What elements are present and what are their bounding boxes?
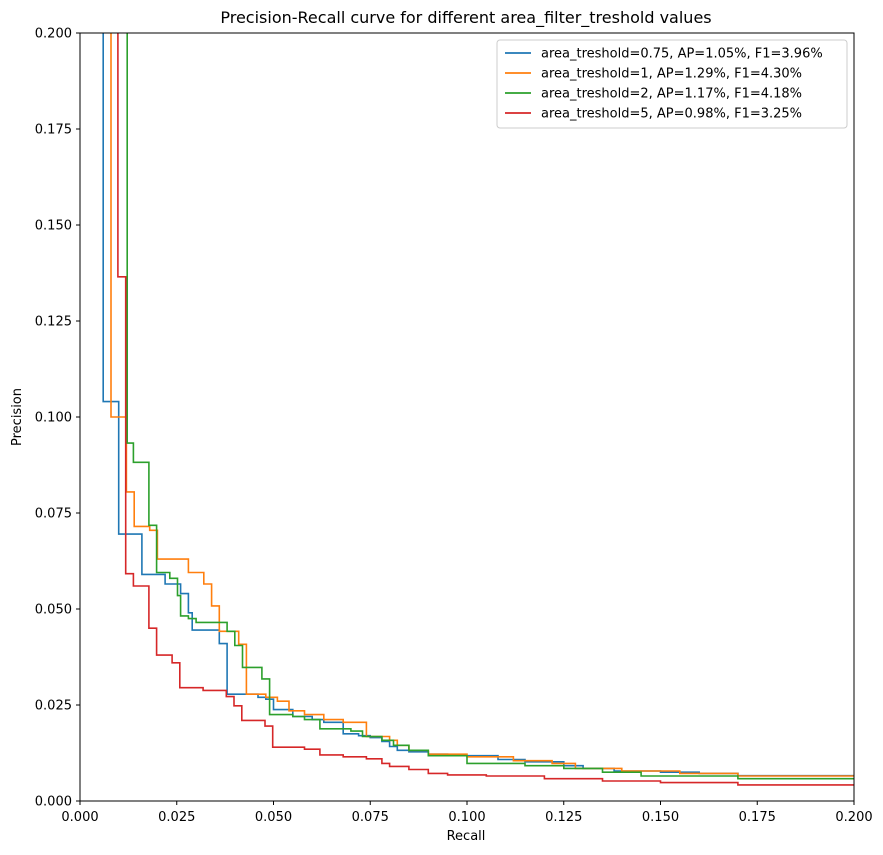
- x-axis-label: Recall: [447, 829, 486, 844]
- x-tick-label: 0.100: [448, 810, 485, 825]
- x-axis: 0.000 0.025 0.050 0.075 0.100 0.125 0.150 0.175…: [61, 801, 873, 825]
- legend-entry: area_treshold=0.75, AP=1.05%, F1=3.96%: [541, 47, 823, 62]
- y-tick-label: 0.175: [35, 123, 72, 138]
- y-axis: 0.000 0.025 0.050 0.075 0.100 0.125 0.150 0.175…: [35, 27, 80, 810]
- legend-box: [496, 39, 848, 129]
- series-line-2: [126, 33, 854, 780]
- chart-title: Precision-Recall curve for different are…: [220, 8, 711, 28]
- legend-entry: area_treshold=1, AP=1.29%, F1=4.30%: [541, 67, 802, 82]
- y-tick-label: 0.100: [35, 411, 72, 426]
- x-tick-label: 0.125: [545, 810, 582, 825]
- x-tick-label: 0.075: [352, 810, 389, 825]
- y-tick-label: 0.200: [35, 27, 72, 42]
- x-tick-label: 0.150: [642, 810, 679, 825]
- x-tick-label: 0.200: [835, 810, 872, 825]
- y-tick-label: 0.025: [35, 699, 72, 714]
- legend: area_treshold=0.75, AP=1.05%, F1=3.96% ar…: [496, 39, 848, 129]
- plot-frame: [79, 32, 855, 802]
- y-tick-label: 0.000: [35, 795, 72, 810]
- x-tick-label: 0.175: [739, 810, 776, 825]
- series-line-3: [117, 33, 854, 786]
- legend-entry: area_treshold=2, AP=1.17%, F1=4.18%: [541, 87, 802, 102]
- y-tick-label: 0.075: [35, 507, 72, 522]
- y-axis-label: Precision: [10, 388, 25, 446]
- y-tick-label: 0.125: [35, 315, 72, 330]
- series-line-0: [102, 33, 854, 777]
- legend-entry: area_treshold=5, AP=0.98%, F1=3.25%: [541, 107, 802, 122]
- series-layer: [102, 33, 854, 786]
- y-tick-label: 0.050: [35, 603, 72, 618]
- x-tick-label: 0.000: [61, 810, 98, 825]
- x-tick-label: 0.025: [158, 810, 195, 825]
- x-tick-label: 0.050: [255, 810, 292, 825]
- y-tick-label: 0.150: [35, 219, 72, 234]
- series-line-1: [110, 33, 854, 777]
